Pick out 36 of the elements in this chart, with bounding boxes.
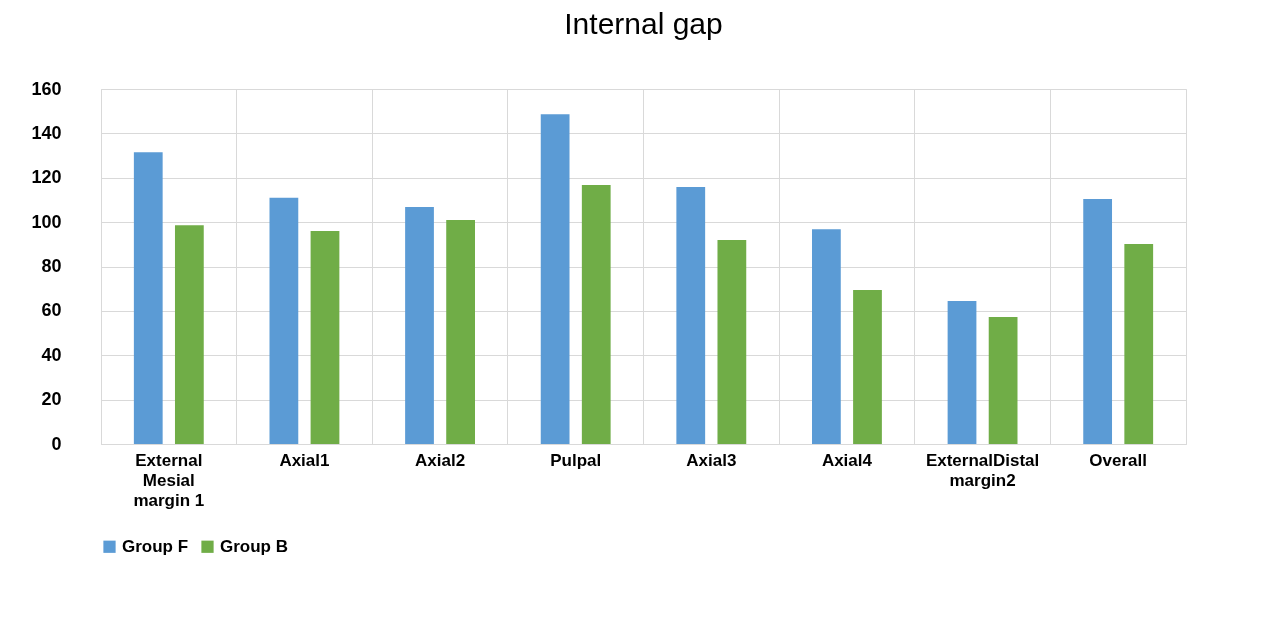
y-tick-label: 140 [31, 122, 62, 143]
bar [1124, 244, 1154, 444]
y-tick-label: 160 [31, 78, 62, 99]
x-tick-label: Axial1 [279, 450, 330, 470]
x-tick-label: Overall [1089, 450, 1148, 470]
legend-label: Group B [220, 536, 288, 556]
legend-label: Group F [122, 536, 189, 556]
bar [853, 290, 882, 444]
x-tick-label: External Mesial margin 1 [133, 450, 205, 510]
chart-title: Internal gap [564, 7, 723, 40]
y-tick-label: 60 [41, 300, 62, 321]
bar [133, 152, 163, 444]
bar [947, 301, 977, 444]
y-tick-label: 120 [31, 167, 62, 188]
y-tick-label: 80 [41, 256, 62, 276]
x-tick-label: Axial3 [686, 450, 737, 470]
bar [446, 219, 475, 444]
bar [812, 229, 841, 444]
x-tick-label: Axial2 [415, 450, 466, 470]
x-tick-label: Pulpal [550, 450, 602, 470]
bar [174, 225, 204, 444]
y-tick-label: 20 [41, 389, 62, 410]
bar [581, 185, 611, 444]
bar [269, 197, 299, 444]
bar [1083, 199, 1113, 444]
bar [405, 207, 434, 444]
x-tick-label: ExternalDistal margin2 [925, 450, 1040, 490]
bar [310, 231, 340, 444]
y-tick-label: 0 [51, 433, 62, 454]
y-tick-label: 40 [41, 344, 62, 365]
bar [676, 187, 706, 444]
bar [540, 114, 570, 444]
bar [988, 317, 1018, 444]
bar [717, 240, 747, 444]
y-tick-label: 100 [31, 211, 62, 232]
x-tick-label: Axial4 [821, 450, 873, 470]
